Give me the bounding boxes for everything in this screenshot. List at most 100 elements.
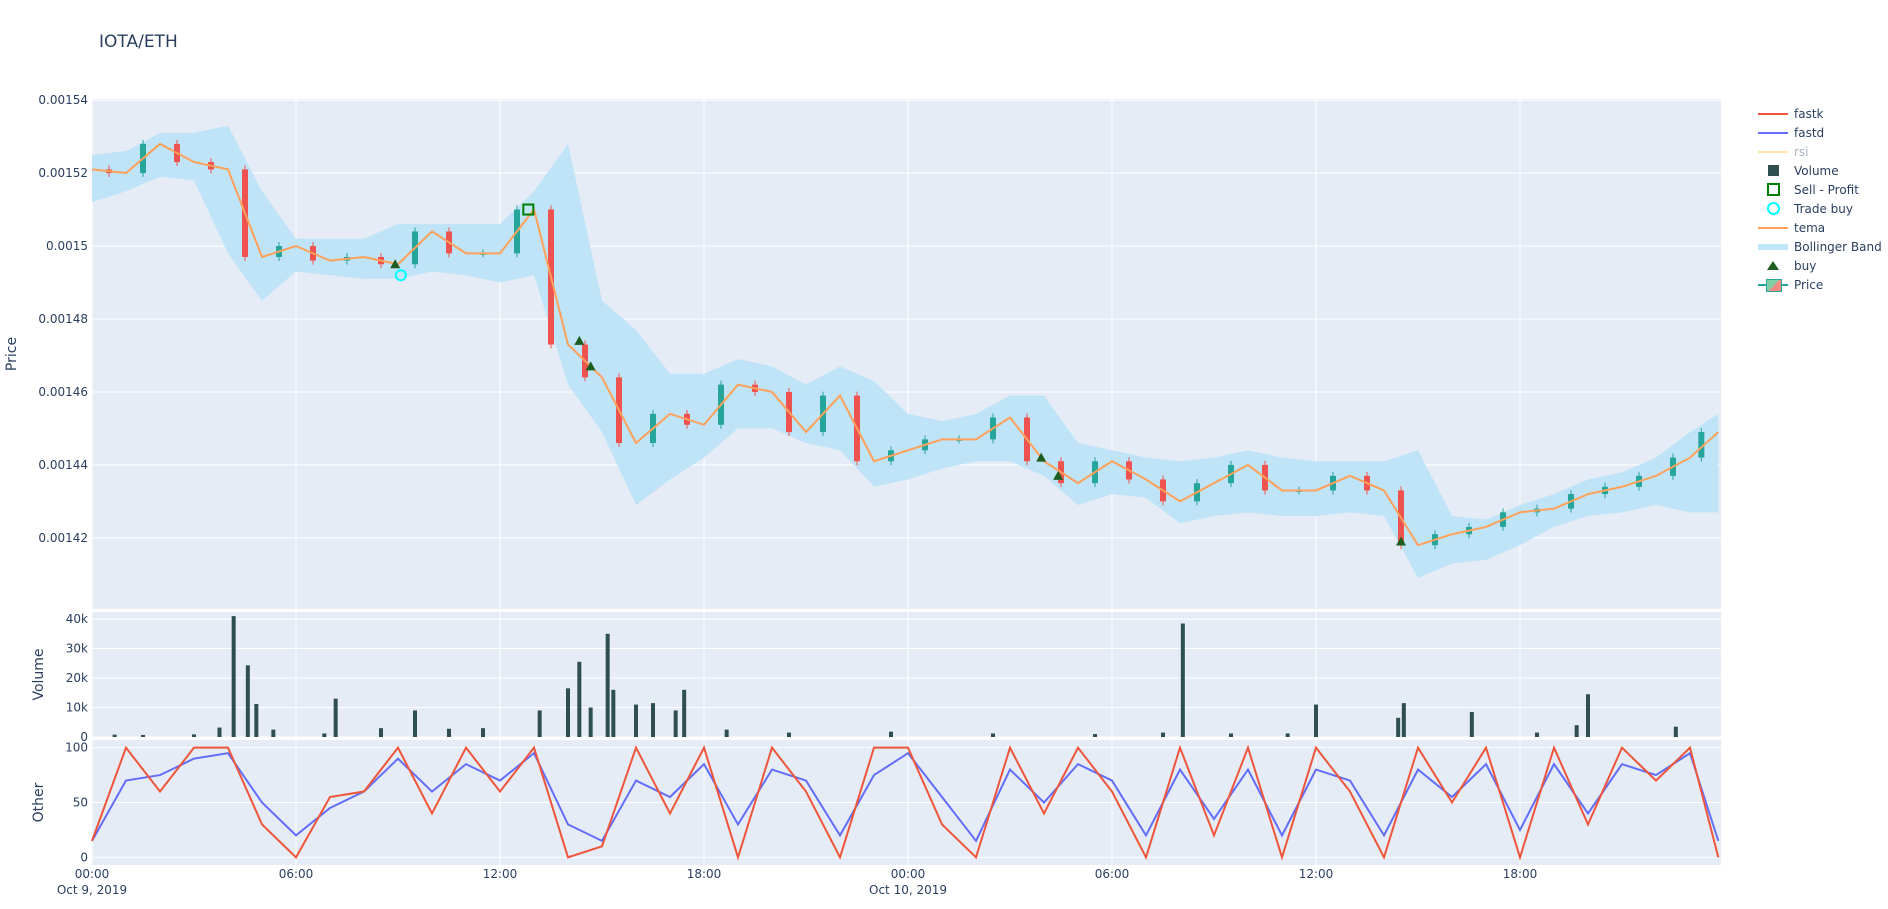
- legend-label: tema: [1794, 220, 1826, 235]
- buy-marker: [1036, 452, 1047, 462]
- volume-bar: [322, 733, 327, 737]
- x-tick-label: 06:00: [279, 867, 314, 881]
- legend-item-volume[interactable]: Volume: [1756, 161, 1882, 180]
- tema-line: [91, 142, 1720, 547]
- x-tick-label: 06:00: [1095, 867, 1130, 881]
- volume-bar: [1586, 694, 1590, 737]
- legend-label: Bollinger Band: [1794, 239, 1882, 254]
- candle-legend-icon: [1756, 278, 1790, 292]
- line-legend-icon: [1756, 126, 1790, 140]
- triangle-legend-icon: [1756, 259, 1790, 273]
- candle-body: [1698, 432, 1705, 458]
- volume-bar: [447, 728, 451, 737]
- volume-bar: [889, 731, 893, 737]
- x-tick-date: Oct 9, 2019: [57, 883, 127, 897]
- legend: fastk fastd rsi Volume Sell - Profit Trade bu…: [1756, 104, 1882, 294]
- chart-title: IOTA/ETH: [99, 32, 178, 52]
- volume-bar: [1535, 732, 1539, 737]
- fastk-line: [91, 744, 1720, 861]
- volume-bar: [682, 689, 687, 737]
- y-tick-label: 50: [73, 796, 88, 810]
- legend-label: Trade buy: [1794, 201, 1853, 216]
- square-legend-icon: [1756, 164, 1790, 178]
- volume-bar: [245, 665, 250, 737]
- y-tick-label: 0.0015: [46, 239, 88, 253]
- y-tick-label: 0: [80, 730, 88, 744]
- buy-marker: [390, 259, 401, 269]
- volume-bar: [991, 733, 995, 737]
- y-tick-label: 20k: [66, 671, 88, 685]
- legend-item-tema[interactable]: tema: [1756, 218, 1882, 237]
- legend-label: Volume: [1794, 163, 1839, 178]
- volume-bar: [651, 703, 655, 737]
- band-legend-icon: [1756, 240, 1790, 254]
- y-tick-label: 0: [80, 850, 88, 864]
- legend-label: Price: [1794, 277, 1824, 292]
- circle-open-legend-icon: [1756, 202, 1790, 216]
- legend-item-fastk[interactable]: fastk: [1756, 104, 1882, 123]
- volume-bar: [1314, 704, 1318, 737]
- x-tick-label: 18:00: [1503, 867, 1538, 881]
- legend-item-sell-profit[interactable]: Sell - Profit: [1756, 180, 1882, 199]
- volume-bar: [481, 728, 485, 737]
- legend-item-trade-buy[interactable]: Trade buy: [1756, 199, 1882, 218]
- line-legend-icon: [1756, 145, 1790, 159]
- y-tick-label: 100: [65, 741, 88, 755]
- bollinger-band: [92, 125, 1719, 578]
- volume-bar: [217, 727, 222, 737]
- legend-label: fastd: [1794, 125, 1825, 140]
- volume-bar: [1285, 733, 1290, 737]
- y-axis-title: Volume: [31, 648, 47, 700]
- volume-bar: [605, 633, 610, 737]
- volume-bar: [673, 710, 678, 737]
- line-legend-icon: [1756, 107, 1790, 121]
- y-tick-label: 30k: [66, 642, 88, 656]
- line-legend-icon: [1756, 221, 1790, 235]
- volume-bar: [1673, 726, 1678, 737]
- x-tick-label: 00:00: [891, 867, 926, 881]
- y-axis-title: Price: [4, 337, 20, 371]
- x-tick-label: 12:00: [1299, 867, 1334, 881]
- volume-bar: [1574, 725, 1579, 737]
- volume-bar: [254, 703, 259, 737]
- legend-item-fastd[interactable]: fastd: [1756, 123, 1882, 142]
- legend-item-rsi[interactable]: rsi: [1756, 142, 1882, 161]
- volume-bar: [112, 734, 117, 737]
- volume-bar: [271, 729, 276, 737]
- volume-bar: [333, 698, 338, 737]
- legend-item-price[interactable]: Price: [1756, 275, 1882, 294]
- y-tick-label: 10k: [66, 701, 88, 715]
- volume-bar: [577, 661, 582, 737]
- buy-marker: [1053, 470, 1064, 480]
- buy-marker: [574, 335, 585, 345]
- x-tick-label: 18:00: [687, 867, 722, 881]
- volume-bar: [537, 710, 542, 737]
- x-tick-date: Oct 10, 2019: [869, 883, 947, 897]
- volume-bar: [724, 729, 729, 737]
- legend-item-bollinger-band[interactable]: Bollinger Band: [1756, 237, 1882, 256]
- volume-bar: [231, 616, 236, 737]
- y-tick-label: 0.00148: [38, 312, 88, 326]
- volume-bar: [787, 732, 791, 737]
- y-tick-label: 0.00142: [38, 531, 88, 545]
- volume-bar: [1229, 733, 1233, 737]
- volume-bar: [192, 734, 196, 737]
- legend-label: fastk: [1794, 106, 1824, 121]
- legend-label: Sell - Profit: [1794, 182, 1859, 197]
- y-tick-label: 40k: [66, 612, 88, 626]
- panel-background: [92, 612, 1721, 737]
- legend-label: rsi: [1794, 144, 1809, 159]
- legend-item-buy[interactable]: buy: [1756, 256, 1882, 275]
- buy-marker: [1396, 536, 1406, 546]
- volume-bar: [566, 688, 570, 737]
- x-tick-label: 12:00: [483, 867, 518, 881]
- volume-bar: [1469, 711, 1474, 737]
- volume-bar: [1401, 703, 1406, 737]
- y-tick-label: 0.00152: [38, 166, 88, 180]
- y-tick-label: 0.00154: [38, 93, 88, 107]
- volume-bar: [1396, 717, 1401, 737]
- volume-bar: [379, 728, 383, 737]
- buy-marker: [585, 361, 596, 371]
